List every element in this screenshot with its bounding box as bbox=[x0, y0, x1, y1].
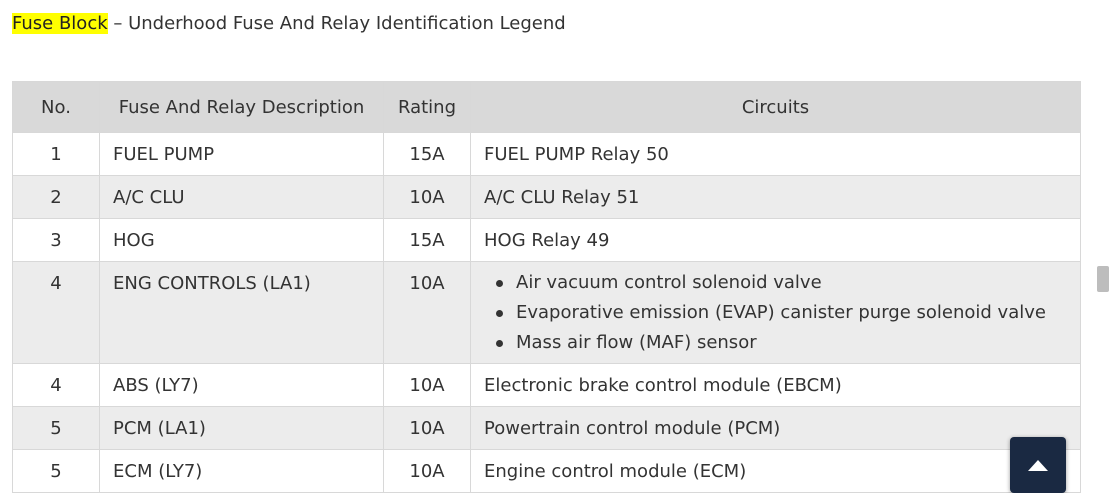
heading-separator: – bbox=[107, 13, 129, 34]
heading-highlight: Fuse Block bbox=[12, 13, 108, 34]
header-rating: Rating bbox=[383, 81, 471, 133]
cell-circuits: Powertrain control module (PCM) bbox=[470, 406, 1081, 450]
cell-rating: 15A bbox=[383, 218, 471, 262]
cell-circuits: FUEL PUMP Relay 50 bbox=[470, 132, 1081, 176]
cell-description: ABS (LY7) bbox=[99, 363, 384, 407]
cell-rating: 10A bbox=[383, 261, 471, 364]
cell-rating: 10A bbox=[383, 175, 471, 219]
cell-no: 5 bbox=[12, 449, 100, 493]
arrow-up-icon bbox=[1028, 460, 1048, 471]
cell-circuits: Air vacuum control solenoid valve Evapor… bbox=[470, 261, 1081, 364]
cell-description: ENG CONTROLS (LA1) bbox=[99, 261, 384, 364]
scrollbar-thumb[interactable] bbox=[1097, 266, 1109, 292]
table-row: 1 FUEL PUMP 15A FUEL PUMP Relay 50 bbox=[12, 132, 1081, 176]
table-row: 4 ENG CONTROLS (LA1) 10A Air vacuum cont… bbox=[12, 261, 1081, 364]
table-row: 3 HOG 15A HOG Relay 49 bbox=[12, 218, 1081, 262]
header-no: No. bbox=[12, 81, 100, 133]
circuits-list: Air vacuum control solenoid valve Evapor… bbox=[484, 268, 1067, 358]
cell-circuits: A/C CLU Relay 51 bbox=[470, 175, 1081, 219]
cell-rating: 15A bbox=[383, 132, 471, 176]
table-row: 2 A/C CLU 10A A/C CLU Relay 51 bbox=[12, 175, 1081, 219]
cell-circuits: Engine control module (ECM) bbox=[470, 449, 1081, 493]
list-item: Air vacuum control solenoid valve bbox=[496, 268, 1067, 298]
list-item: Evaporative emission (EVAP) canister pur… bbox=[496, 298, 1067, 328]
table-header-row: No. Fuse And Relay Description Rating Ci… bbox=[12, 81, 1081, 133]
cell-circuits: HOG Relay 49 bbox=[470, 218, 1081, 262]
cell-no: 5 bbox=[12, 406, 100, 450]
cell-no: 2 bbox=[12, 175, 100, 219]
header-circuits: Circuits bbox=[470, 81, 1081, 133]
header-description: Fuse And Relay Description bbox=[99, 81, 384, 133]
cell-description: PCM (LA1) bbox=[99, 406, 384, 450]
cell-description: FUEL PUMP bbox=[99, 132, 384, 176]
list-item: Mass air flow (MAF) sensor bbox=[496, 328, 1067, 358]
cell-description: HOG bbox=[99, 218, 384, 262]
page-heading: Fuse Block – Underhood Fuse And Relay Id… bbox=[12, 11, 566, 37]
cell-no: 1 bbox=[12, 132, 100, 176]
table-row: 5 PCM (LA1) 10A Powertrain control modul… bbox=[12, 406, 1081, 450]
heading-title: Underhood Fuse And Relay Identification … bbox=[128, 13, 566, 34]
cell-circuits: Electronic brake control module (EBCM) bbox=[470, 363, 1081, 407]
cell-rating: 10A bbox=[383, 363, 471, 407]
fuse-legend-table: No. Fuse And Relay Description Rating Ci… bbox=[12, 81, 1081, 493]
cell-description: A/C CLU bbox=[99, 175, 384, 219]
back-to-top-button[interactable] bbox=[1010, 437, 1066, 493]
cell-no: 3 bbox=[12, 218, 100, 262]
table-row: 5 ECM (LY7) 10A Engine control module (E… bbox=[12, 449, 1081, 493]
cell-no: 4 bbox=[12, 261, 100, 364]
cell-rating: 10A bbox=[383, 449, 471, 493]
cell-no: 4 bbox=[12, 363, 100, 407]
cell-rating: 10A bbox=[383, 406, 471, 450]
table-row: 4 ABS (LY7) 10A Electronic brake control… bbox=[12, 363, 1081, 407]
page-scrollbar[interactable] bbox=[1092, 0, 1110, 493]
cell-description: ECM (LY7) bbox=[99, 449, 384, 493]
